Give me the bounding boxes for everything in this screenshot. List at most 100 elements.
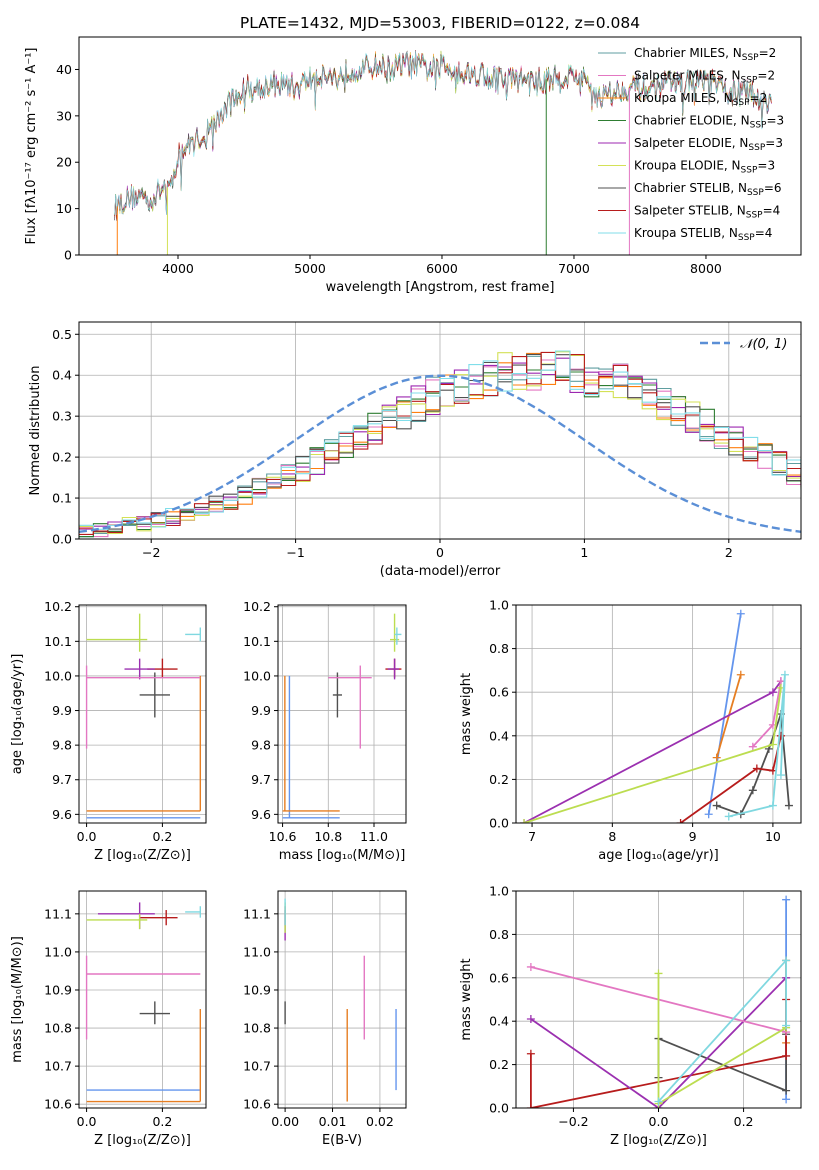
legend-label: Salpeter ELODIE, NSSP=3	[634, 136, 783, 153]
weight-series-line	[716, 713, 790, 816]
weight-series-line	[707, 613, 742, 815]
legend-label: Kroupa STELIB, NSSP=4	[634, 226, 772, 243]
legend-label: Salpeter STELIB, NSSP=4	[634, 204, 780, 221]
weight-point-marker	[776, 771, 785, 780]
histogram-step-series	[79, 352, 801, 532]
y-tick-label: 11.1	[44, 906, 72, 921]
weight-point-marker	[780, 670, 789, 679]
errorbar-group	[282, 613, 402, 819]
weight-point-marker	[712, 801, 721, 810]
weight-lines	[520, 609, 793, 823]
legend-label: Kroupa MILES, NSSP=2	[634, 91, 767, 108]
weight-point-marker	[768, 801, 777, 810]
axes-frame	[78, 36, 802, 256]
axes-frame	[78, 321, 802, 540]
weight-point-marker	[782, 1095, 791, 1104]
weight-lines	[526, 895, 791, 1108]
x-tick-label: 7000	[558, 261, 590, 276]
y-tick-label: 30	[56, 108, 72, 123]
x-tick-label: 9	[689, 829, 697, 844]
y-tick-label: 9.6	[52, 807, 72, 822]
histogram-step-series	[79, 351, 801, 535]
axes-frame	[515, 890, 802, 1109]
x-axis-label: age [log₁₀(age/yr)]	[598, 848, 719, 863]
y-axis-label: mass [log₁₀(M/M⊙)]	[10, 936, 25, 1063]
histogram-group	[79, 350, 801, 538]
y-tick-label: 20	[56, 155, 72, 170]
weight-point-marker	[782, 1086, 791, 1095]
y-tick-label: 10.2	[243, 599, 271, 614]
x-tick-label: 0.2	[734, 1114, 754, 1129]
histogram-step-series	[79, 350, 801, 530]
y-tick-label: 9.8	[251, 738, 271, 753]
x-tick-label: −0.2	[558, 1114, 588, 1129]
axes-frame	[515, 604, 802, 824]
x-tick-label: 0.2	[152, 829, 172, 844]
errorbar-group	[284, 898, 397, 1102]
y-tick-label: 10.1	[44, 634, 72, 649]
weight-point-marker	[704, 810, 713, 819]
y-tick-label: 10.0	[44, 668, 72, 683]
y-tick-label: 10.0	[243, 668, 271, 683]
x-tick-label: 0.0	[77, 829, 97, 844]
y-tick-label: 10.8	[243, 1021, 271, 1036]
y-tick-label: 9.9	[251, 703, 271, 718]
y-tick-label: 11.1	[243, 906, 271, 921]
y-tick-label: 1.0	[489, 598, 509, 613]
weight-point-marker	[736, 609, 745, 618]
normal-curve	[79, 374, 801, 533]
x-tick-label: 7	[528, 829, 536, 844]
legend-label: Chabrier STELIB, NSSP=6	[634, 181, 782, 198]
histogram-step-series	[79, 357, 801, 530]
weight-point-marker	[782, 1051, 791, 1060]
x-axis-label: Z [log₁₀(Z/Z⊙)]	[94, 1133, 191, 1148]
y-tick-label: 9.6	[251, 807, 271, 822]
y-tick-label: 0.3	[52, 409, 72, 424]
x-tick-label: 0.00	[271, 1114, 299, 1129]
figure-title: PLATE=1432, MJD=53003, FIBERID=0122, z=0…	[240, 14, 640, 32]
y-tick-label: 0.4	[489, 1014, 509, 1029]
weight-point-marker	[654, 969, 663, 978]
weight-point-marker	[776, 731, 785, 740]
y-tick-label: 10.2	[44, 599, 72, 614]
weight-point-marker	[526, 1049, 535, 1058]
weight-series-line	[523, 680, 782, 823]
legend-label: Kroupa ELODIE, NSSP=3	[634, 159, 775, 176]
y-tick-label: 10.7	[243, 1059, 271, 1074]
weight-point-marker	[752, 764, 761, 773]
weight-point-marker	[768, 688, 777, 697]
histogram-step-series	[79, 353, 801, 536]
spectrum-lines	[114, 49, 772, 255]
y-tick-label: 0.8	[489, 927, 509, 942]
y-tick-label: 0.5	[52, 327, 72, 342]
x-axis-label: wavelength [Angstrom, rest frame]	[326, 280, 555, 295]
legend-label: Chabrier MILES, NSSP=2	[634, 46, 776, 63]
x-axis-label: E(B-V)	[322, 1133, 362, 1148]
y-tick-label: 10.6	[44, 1097, 72, 1112]
y-tick-label: 0.0	[52, 532, 72, 547]
errorbar-group	[85, 613, 202, 819]
y-axis-label: Normed distribution	[28, 366, 43, 496]
weight-point-marker	[526, 1104, 535, 1108]
histogram-step-series	[79, 369, 801, 538]
y-axis-label: age [log₁₀(age/yr)]	[10, 654, 25, 775]
x-axis-label: Z [log₁₀(Z/Z⊙)]	[610, 1133, 707, 1148]
weight-point-marker	[748, 786, 757, 795]
x-tick-label: 10.6	[269, 829, 297, 844]
weight-point-marker	[520, 819, 529, 823]
y-tick-label: 0.6	[489, 685, 509, 700]
x-tick-label: 0.0	[649, 1114, 669, 1129]
y-tick-label: 9.7	[251, 772, 271, 787]
legend-label: Chabrier ELODIE, NSSP=3	[634, 114, 784, 131]
y-tick-label: 0.1	[52, 491, 72, 506]
x-tick-label: 1	[580, 545, 588, 560]
x-axis-label: mass [log₁₀(M/M⊙)]	[279, 848, 406, 863]
y-axis-label: mass weight	[459, 958, 474, 1040]
weight-point-marker	[768, 740, 777, 749]
axes-frame	[78, 604, 207, 824]
x-tick-label: 8000	[690, 261, 722, 276]
x-tick-label: 0.2	[152, 1114, 172, 1129]
y-axis-label: mass weight	[459, 673, 474, 755]
weight-point-marker	[782, 1021, 791, 1030]
x-tick-label: −1	[286, 545, 304, 560]
